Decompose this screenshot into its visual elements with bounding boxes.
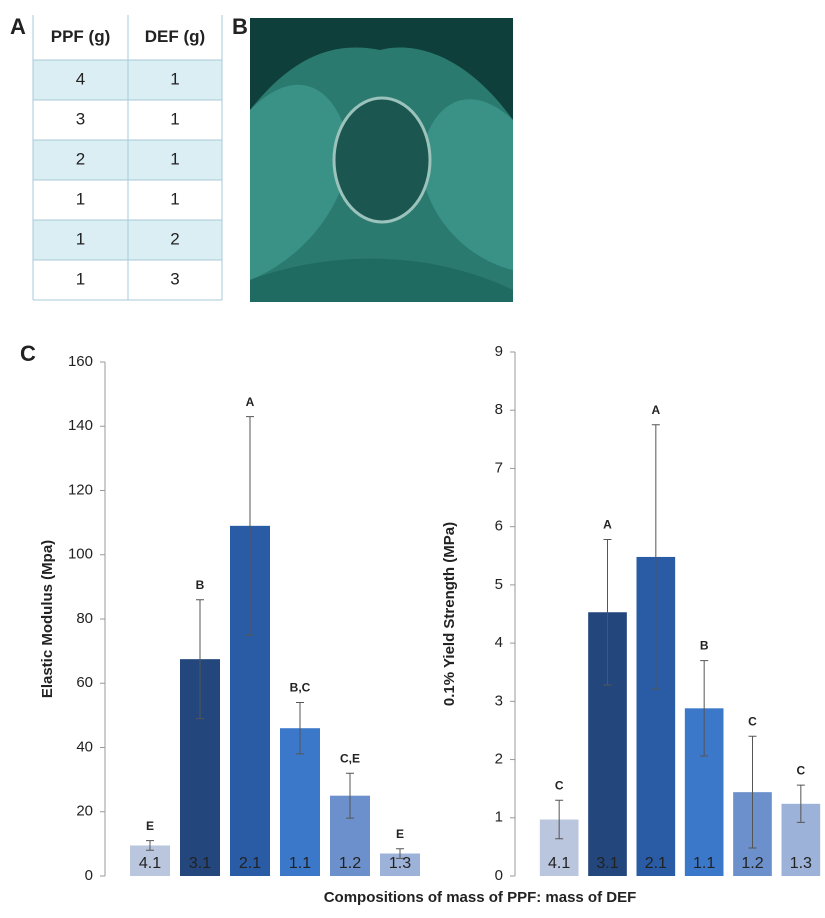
photo <box>250 18 513 302</box>
annotation: B <box>700 639 709 653</box>
error-bar <box>748 735 757 849</box>
table-cell: 1 <box>76 229 85 248</box>
annotation: A <box>651 403 660 417</box>
annotation: C <box>555 778 564 792</box>
panel-label: C <box>20 341 36 366</box>
x-tick-label: 1.1 <box>693 855 715 872</box>
x-tick-label: 4.1 <box>548 855 570 872</box>
y-tick-label: 120 <box>68 481 93 498</box>
table-cell: 4 <box>76 69 85 88</box>
bar <box>380 853 420 876</box>
y-tick-label: 9 <box>495 343 503 360</box>
annotation: B,C <box>290 681 311 695</box>
error-bar <box>346 772 354 819</box>
x-tick-label: 2.1 <box>645 855 667 872</box>
table-cell: 1 <box>170 109 179 128</box>
x-tick-label: 1.1 <box>289 855 311 872</box>
annotation: E <box>396 827 404 841</box>
y-tick-label: 160 <box>68 353 93 370</box>
table-cell: 1 <box>76 269 85 288</box>
y-tick-label: 6 <box>495 518 503 535</box>
y-axis-label: 0.1% Yield Strength (MPa) <box>441 522 458 706</box>
annotation: A <box>603 518 612 532</box>
table-cell: 1 <box>170 189 179 208</box>
y-axis-label: Elastic Modulus (Mpa) <box>39 540 56 698</box>
error-bar <box>651 424 660 690</box>
y-tick-label: 0 <box>495 867 503 884</box>
annotation: B <box>196 578 205 592</box>
error-bar <box>700 660 709 757</box>
y-tick-label: 20 <box>76 803 93 820</box>
x-tick-label: 1.3 <box>389 855 411 872</box>
y-tick-label: 40 <box>76 738 93 755</box>
annotation: E <box>146 819 154 833</box>
table-header: DEF (g) <box>145 27 205 46</box>
error-bar <box>296 702 304 755</box>
x-tick-label: 1.2 <box>741 855 763 872</box>
error-bar <box>196 599 204 720</box>
annotation: C <box>748 714 757 728</box>
y-tick-label: 80 <box>76 610 93 627</box>
y-tick-label: 3 <box>495 692 503 709</box>
table-cell: 1 <box>170 149 179 168</box>
x-tick-label: 4.1 <box>139 855 161 872</box>
annotation: A <box>246 395 255 409</box>
x-axis-label: Compositions of mass of PPF: mass of DEF <box>324 889 637 906</box>
error-bar <box>146 840 154 851</box>
x-tick-label: 3.1 <box>189 855 211 872</box>
x-tick-label: 1.3 <box>790 855 812 872</box>
y-tick-label: 7 <box>495 459 503 476</box>
table-cell: 3 <box>76 109 85 128</box>
table-cell: 1 <box>76 189 85 208</box>
y-tick-label: 0 <box>85 867 93 884</box>
annotation: C <box>796 763 805 777</box>
table-header: PPF (g) <box>51 27 111 46</box>
panel-label: A <box>10 14 26 39</box>
y-tick-label: 1 <box>495 809 503 826</box>
y-tick-label: 140 <box>68 417 93 434</box>
error-bar <box>796 784 805 823</box>
y-tick-label: 8 <box>495 401 503 418</box>
error-bar <box>555 799 564 840</box>
y-tick-label: 5 <box>495 576 503 593</box>
y-tick-label: 2 <box>495 751 503 768</box>
y-tick-label: 4 <box>495 634 503 651</box>
error-bar <box>396 848 404 859</box>
x-tick-label: 3.1 <box>596 855 618 872</box>
x-tick-label: 1.2 <box>339 855 361 872</box>
table-cell: 2 <box>76 149 85 168</box>
x-tick-label: 2.1 <box>239 855 261 872</box>
error-bar <box>603 538 612 686</box>
table-cell: 3 <box>170 269 179 288</box>
panel-label: B <box>232 14 248 39</box>
y-tick-label: 100 <box>68 546 93 563</box>
annotation: C,E <box>340 751 360 765</box>
table-cell: 1 <box>170 69 179 88</box>
y-tick-label: 60 <box>76 674 93 691</box>
table-cell: 2 <box>170 229 179 248</box>
error-bar <box>246 416 254 636</box>
